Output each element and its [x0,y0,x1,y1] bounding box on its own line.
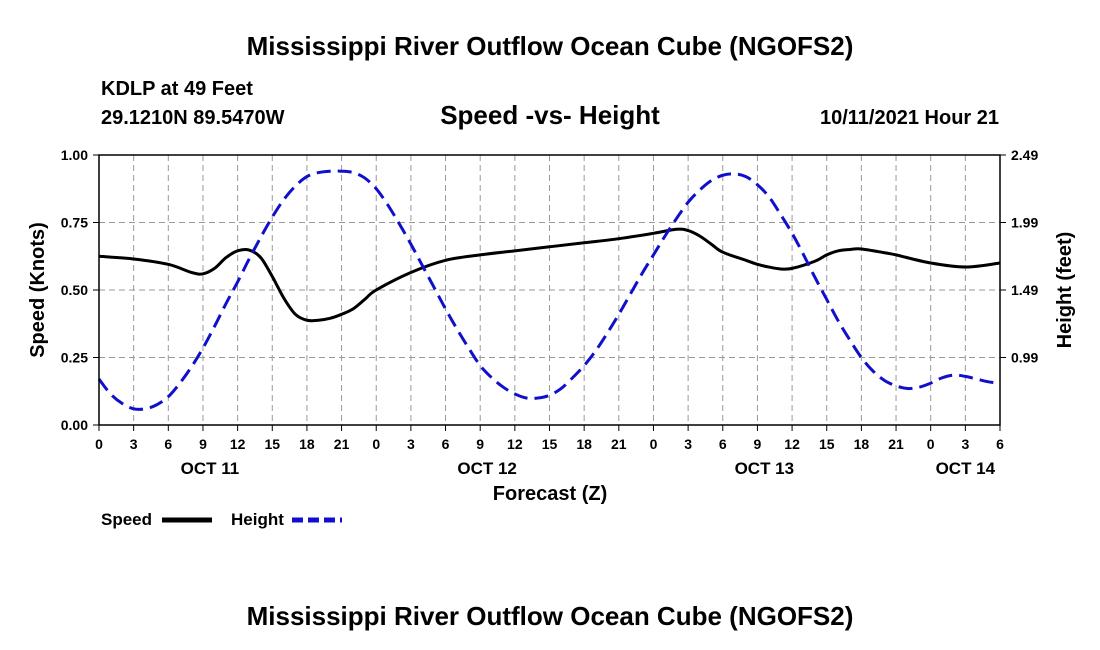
x-tick-label: 9 [199,436,207,452]
station-label: KDLP at 49 Feet [101,78,253,100]
height-series-line [97,169,1001,411]
x-tick-label: 12 [230,436,246,452]
x-date-label: OCT 12 [457,459,517,478]
x-tick-label: 18 [299,436,315,452]
x-tick-label: 9 [754,436,762,452]
y-axis-label: Speed (Knots) [27,222,49,358]
plot-title: Speed -vs- Height [440,100,660,130]
x-tick-label: 21 [611,436,627,452]
x-tick-label: 3 [961,436,969,452]
x-date-label: OCT 11 [181,459,240,478]
x-date-label: OCT 14 [936,459,996,478]
x-tick-label: 12 [507,436,523,452]
x-tick-label: 0 [650,436,658,452]
x-tick-label: 9 [476,436,484,452]
forecast-datetime: 10/11/2021 Hour 21 [820,107,999,129]
data-series [97,169,1001,411]
y-tick-label: 0.25 [61,350,88,366]
x-tick-label: 0 [95,436,103,452]
x-tick-label: 12 [784,436,800,452]
x-tick-label: 6 [996,436,1004,452]
x-tick-label: 6 [442,436,450,452]
station-coords: 29.1210N 89.5470W [101,107,285,129]
x-tick-label: 6 [164,436,172,452]
x-tick-label: 3 [407,436,415,452]
x-tick-label: 15 [264,436,280,452]
speed-series-line [98,227,1001,323]
y2-tick-label: 1.99 [1011,215,1038,231]
x-tick-label: 3 [130,436,138,452]
x-tick-label: 0 [927,436,935,452]
y-tick-label: 1.00 [61,147,88,163]
chart-title-bottom: Mississippi River Outflow Ocean Cube (NG… [247,601,854,631]
x-tick-label: 15 [819,436,835,452]
legend-speed-label: Speed [101,510,152,529]
chart-title-top: Mississippi River Outflow Ocean Cube (NG… [247,31,854,61]
y2-axis-label: Height (feet) [1054,232,1076,349]
legend: Speed Height [101,510,342,529]
x-tick-label: 0 [372,436,380,452]
x-tick-label: 21 [334,436,350,452]
y2-tick-label: 2.49 [1011,147,1038,163]
x-date-label: OCT 13 [735,459,795,478]
y2-tick-label: 0.99 [1011,350,1038,366]
y2-tick-label: 1.49 [1011,282,1038,298]
y-tick-label: 0.75 [61,215,88,231]
x-tick-label: 6 [719,436,727,452]
gridlines [99,155,1000,425]
x-tick-label: 3 [684,436,692,452]
x-tick-label: 15 [542,436,558,452]
axis-ticks: 0 3 6 9 12 15 18 21 0 3 6 9 12 15 18 21 0 3 6 9 12 15 18 21 0 3 6 0… [61,147,1039,478]
y-tick-label: 0.50 [61,282,88,298]
x-tick-label: 18 [576,436,592,452]
x-axis-label: Forecast (Z) [493,483,607,505]
x-tick-label: 18 [854,436,870,452]
y-tick-label: 0.00 [61,417,88,433]
legend-height-label: Height [231,510,284,529]
x-tick-label: 21 [888,436,904,452]
